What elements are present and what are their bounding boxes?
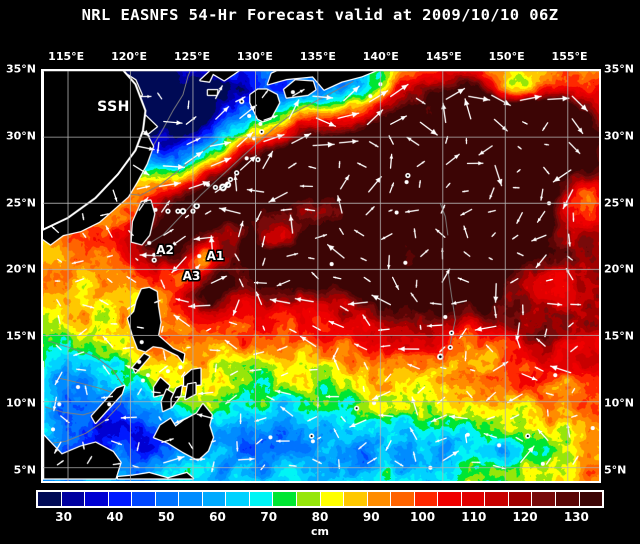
colorbar-cell-9 xyxy=(249,492,274,506)
lat-tick-right-30: 30°N xyxy=(604,129,635,143)
lat-tick-left-30: 30°N xyxy=(5,129,36,143)
colorbar-cell-10 xyxy=(273,492,298,506)
colorbar-cell-23 xyxy=(579,492,603,506)
colorbar-tick-40: 40 xyxy=(106,510,124,524)
colorbar-tick-70: 70 xyxy=(260,510,278,524)
colorbar-cell-17 xyxy=(438,492,462,506)
colorbar-cell-13 xyxy=(344,492,368,506)
lon-tick-120: 120°E xyxy=(111,50,148,63)
lat-tick-right-5: 5°N xyxy=(604,463,627,477)
colorbar-cell-15 xyxy=(391,492,415,506)
colorbar-unit-label: cm xyxy=(311,525,329,538)
colorbar-cell-1 xyxy=(61,492,86,506)
colorbar-tick-30: 30 xyxy=(55,510,72,524)
lat-tick-left-15: 15°N xyxy=(5,329,36,343)
colorbar-cell-22 xyxy=(556,492,580,506)
colorbar-cell-20 xyxy=(508,492,533,506)
colorbar-cell-0 xyxy=(38,492,62,506)
colorbar-cell-7 xyxy=(202,492,227,506)
lon-tick-150: 150°E xyxy=(488,50,525,63)
colorbar[interactable] xyxy=(36,490,604,508)
colorbar-tick-60: 60 xyxy=(209,510,226,524)
colorbar-cell-4 xyxy=(132,492,156,506)
colorbar-tick-100: 100 xyxy=(410,510,436,524)
colorbar-tick-90: 90 xyxy=(362,510,380,524)
colorbar-cell-3 xyxy=(108,492,133,506)
lon-tick-125: 125°E xyxy=(174,50,210,63)
colorbar-cell-8 xyxy=(226,492,250,506)
lon-tick-140: 140°E xyxy=(362,50,399,63)
colorbar-cell-6 xyxy=(179,492,203,506)
colorbar-cell-21 xyxy=(532,492,557,506)
colorbar-cell-16 xyxy=(414,492,439,506)
colorbar-cell-5 xyxy=(155,492,180,506)
lat-tick-right-10: 10°N xyxy=(604,396,635,410)
colorbar-cell-14 xyxy=(367,492,392,506)
lon-tick-115: 115°E xyxy=(48,50,85,63)
colorbar-cell-18 xyxy=(461,492,486,506)
lat-tick-left-20: 20°N xyxy=(5,262,36,276)
lat-tick-left-5: 5°N xyxy=(13,463,36,477)
lon-tick-135: 135°E xyxy=(299,50,336,63)
colorbar-cell-19 xyxy=(485,492,509,506)
colorbar-tick-120: 120 xyxy=(512,510,538,524)
lat-tick-left-35: 35°N xyxy=(5,62,36,76)
lat-tick-left-10: 10°N xyxy=(5,396,36,410)
lon-tick-145: 145°E xyxy=(425,50,462,63)
lat-tick-right-25: 25°N xyxy=(604,196,635,210)
lat-tick-right-35: 35°N xyxy=(604,62,635,76)
lon-tick-130: 130°E xyxy=(236,50,273,63)
ssh-field-canvas xyxy=(43,71,599,481)
colorbar-tick-110: 110 xyxy=(461,510,487,524)
colorbar-tick-50: 50 xyxy=(157,510,175,524)
page-title: NRL EASNFS 54-Hr Forecast valid at 2009/… xyxy=(81,6,559,24)
colorbar-cell-2 xyxy=(85,492,109,506)
colorbar-tick-130: 130 xyxy=(563,510,589,524)
map-plot-area[interactable]: SSH A1 A2 A3 xyxy=(41,69,601,483)
lon-tick-155: 155°E xyxy=(551,50,588,63)
colorbar-tick-80: 80 xyxy=(311,510,329,524)
lat-tick-right-15: 15°N xyxy=(604,329,635,343)
lat-tick-left-25: 25°N xyxy=(5,196,36,210)
lat-tick-right-20: 20°N xyxy=(604,262,635,276)
colorbar-cell-12 xyxy=(320,492,345,506)
colorbar-cell-11 xyxy=(297,492,321,506)
